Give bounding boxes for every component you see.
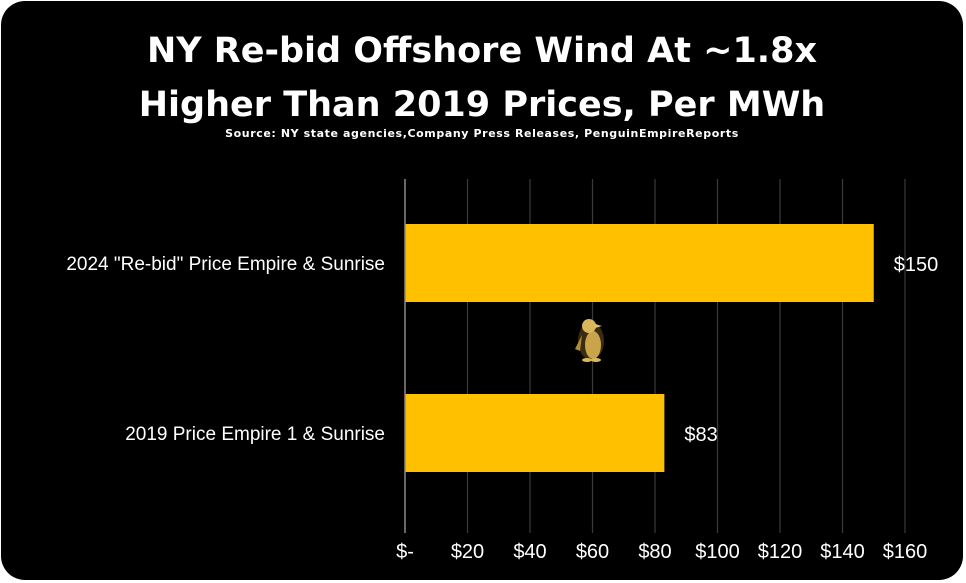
chart-title-line-1: NY Re-bid Offshore Wind At ~1.8x: [146, 31, 818, 71]
bar: [405, 394, 665, 472]
x-tick-label: $100: [695, 541, 740, 563]
value-label: $150: [894, 254, 939, 276]
value-label: $83: [684, 424, 717, 446]
chart-subtitle: Source: NY state agencies,Company Press …: [225, 127, 739, 140]
chart-title-line-2: Higher Than 2019 Prices, Per MWh: [138, 85, 826, 125]
penguin-logo-icon: [575, 319, 604, 362]
x-tick-label: $80: [638, 541, 671, 563]
bars: [405, 224, 874, 472]
category-label: 2024 "Re-bid" Price Empire & Sunrise: [66, 254, 385, 275]
x-tick-label: $20: [451, 541, 484, 563]
x-tick-label: $140: [820, 541, 865, 563]
x-tick-label: $40: [513, 541, 546, 563]
bar: [405, 224, 874, 302]
category-label: 2019 Price Empire 1 & Sunrise: [125, 424, 385, 445]
category-labels: 2024 "Re-bid" Price Empire & Sunrise 2019…: [66, 254, 385, 445]
x-axis-ticks: $- $20 $40 $60 $80 $100 $120 $140 $160: [396, 541, 927, 563]
x-tick-label: $160: [883, 541, 928, 563]
x-tick-label: $120: [758, 541, 803, 563]
x-tick-label: $-: [396, 541, 414, 563]
value-labels: $150 $83: [684, 254, 938, 446]
x-tick-label: $60: [576, 541, 609, 563]
